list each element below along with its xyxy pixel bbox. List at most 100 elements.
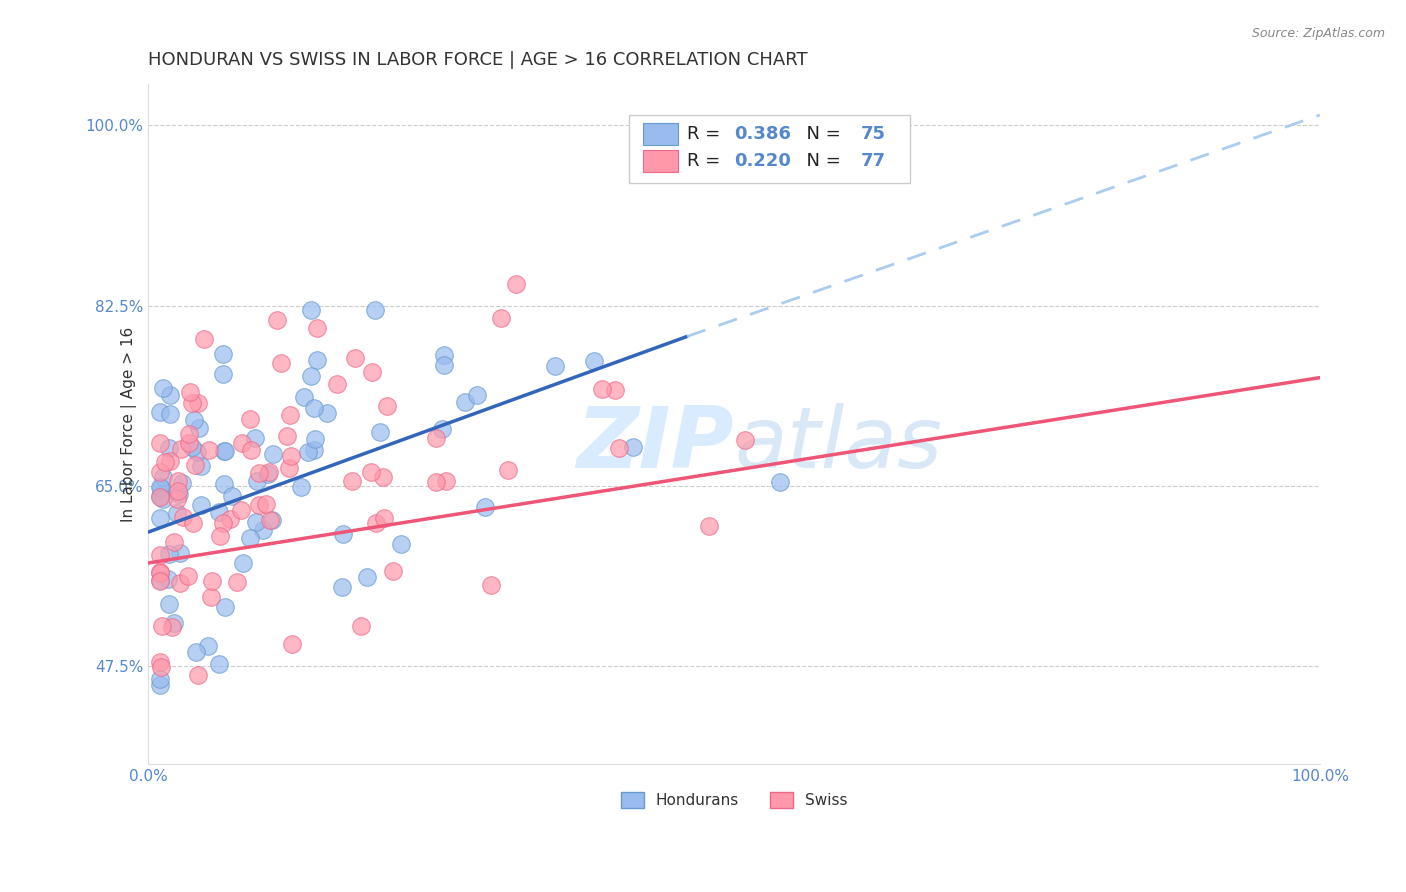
Point [212, 368, 235, 382]
Point [389, 537, 412, 551]
Point [433, 348, 456, 362]
Point [299, 303, 322, 318]
Point [239, 442, 262, 457]
Point [342, 474, 364, 488]
Point [212, 443, 235, 458]
Point [316, 406, 339, 420]
Point [270, 356, 292, 370]
Text: ZIP: ZIP [576, 403, 734, 486]
Point [375, 399, 398, 413]
Point [186, 396, 208, 410]
Point [170, 475, 193, 490]
Point [166, 475, 188, 489]
Point [166, 483, 188, 498]
Point [149, 672, 172, 686]
Point [280, 450, 302, 464]
Point [607, 442, 630, 456]
Point [257, 467, 280, 482]
Point [149, 481, 172, 495]
Point [212, 516, 235, 531]
Point [278, 408, 301, 422]
Point [190, 459, 212, 474]
Point [179, 435, 201, 450]
Point [152, 491, 174, 506]
Text: 77: 77 [860, 152, 886, 170]
Point [159, 407, 181, 421]
Point [152, 469, 174, 483]
Text: HONDURAN VS SWISS IN LABOR FORCE | AGE > 16 CORRELATION CHART: HONDURAN VS SWISS IN LABOR FORCE | AGE >… [148, 51, 808, 69]
Point [200, 590, 222, 604]
Point [149, 655, 172, 669]
Point [157, 441, 180, 455]
Point [582, 353, 605, 368]
Point [489, 310, 512, 325]
Point [221, 490, 243, 504]
Point [149, 566, 172, 581]
Point [254, 497, 277, 511]
Point [332, 527, 354, 541]
Text: Source: ZipAtlas.com: Source: ZipAtlas.com [1251, 27, 1385, 40]
Point [262, 513, 284, 527]
Y-axis label: In Labor Force | Age > 16: In Labor Force | Age > 16 [121, 326, 136, 522]
Point [187, 667, 209, 681]
Point [176, 568, 198, 582]
Point [169, 546, 191, 560]
Point [373, 510, 395, 524]
Point [280, 637, 302, 651]
Point [184, 645, 207, 659]
Point [239, 531, 262, 545]
Point [186, 445, 208, 459]
Point [544, 359, 567, 374]
Point [197, 640, 219, 654]
Point [430, 422, 453, 436]
Text: N =: N = [794, 152, 846, 170]
Point [290, 480, 312, 494]
Point [150, 485, 173, 500]
Point [307, 321, 329, 335]
Point [344, 351, 367, 366]
Point [149, 405, 172, 419]
Point [179, 385, 201, 400]
Text: 0.386: 0.386 [734, 125, 792, 143]
Bar [643, 150, 678, 172]
Point [156, 572, 179, 586]
Point [307, 353, 329, 368]
Point [214, 599, 236, 614]
Point [219, 512, 242, 526]
Legend: Hondurans, Swiss: Hondurans, Swiss [614, 786, 853, 814]
Point [177, 426, 200, 441]
Point [292, 391, 315, 405]
Point [505, 277, 527, 291]
Point [247, 466, 270, 480]
Point [208, 657, 231, 672]
Text: 75: 75 [860, 125, 886, 143]
Point [149, 659, 172, 673]
Point [259, 512, 281, 526]
Point [163, 615, 186, 630]
Point [302, 401, 325, 416]
Point [226, 574, 249, 589]
Point [190, 498, 212, 512]
Point [277, 461, 299, 475]
Point [212, 346, 235, 360]
Point [479, 578, 502, 592]
Text: R =: R = [688, 125, 725, 143]
Point [425, 431, 447, 445]
Point [208, 529, 231, 543]
Point [149, 465, 172, 479]
Point [433, 359, 456, 373]
Point [366, 516, 388, 531]
Point [149, 678, 172, 692]
Point [149, 480, 172, 494]
Point [153, 455, 176, 469]
Point [169, 575, 191, 590]
Point [425, 475, 447, 490]
Text: 0.220: 0.220 [734, 152, 790, 170]
Point [621, 440, 644, 454]
Point [734, 433, 756, 447]
Point [262, 447, 284, 461]
Point [149, 573, 172, 587]
Point [159, 547, 181, 561]
Bar [643, 123, 678, 145]
Point [187, 420, 209, 434]
